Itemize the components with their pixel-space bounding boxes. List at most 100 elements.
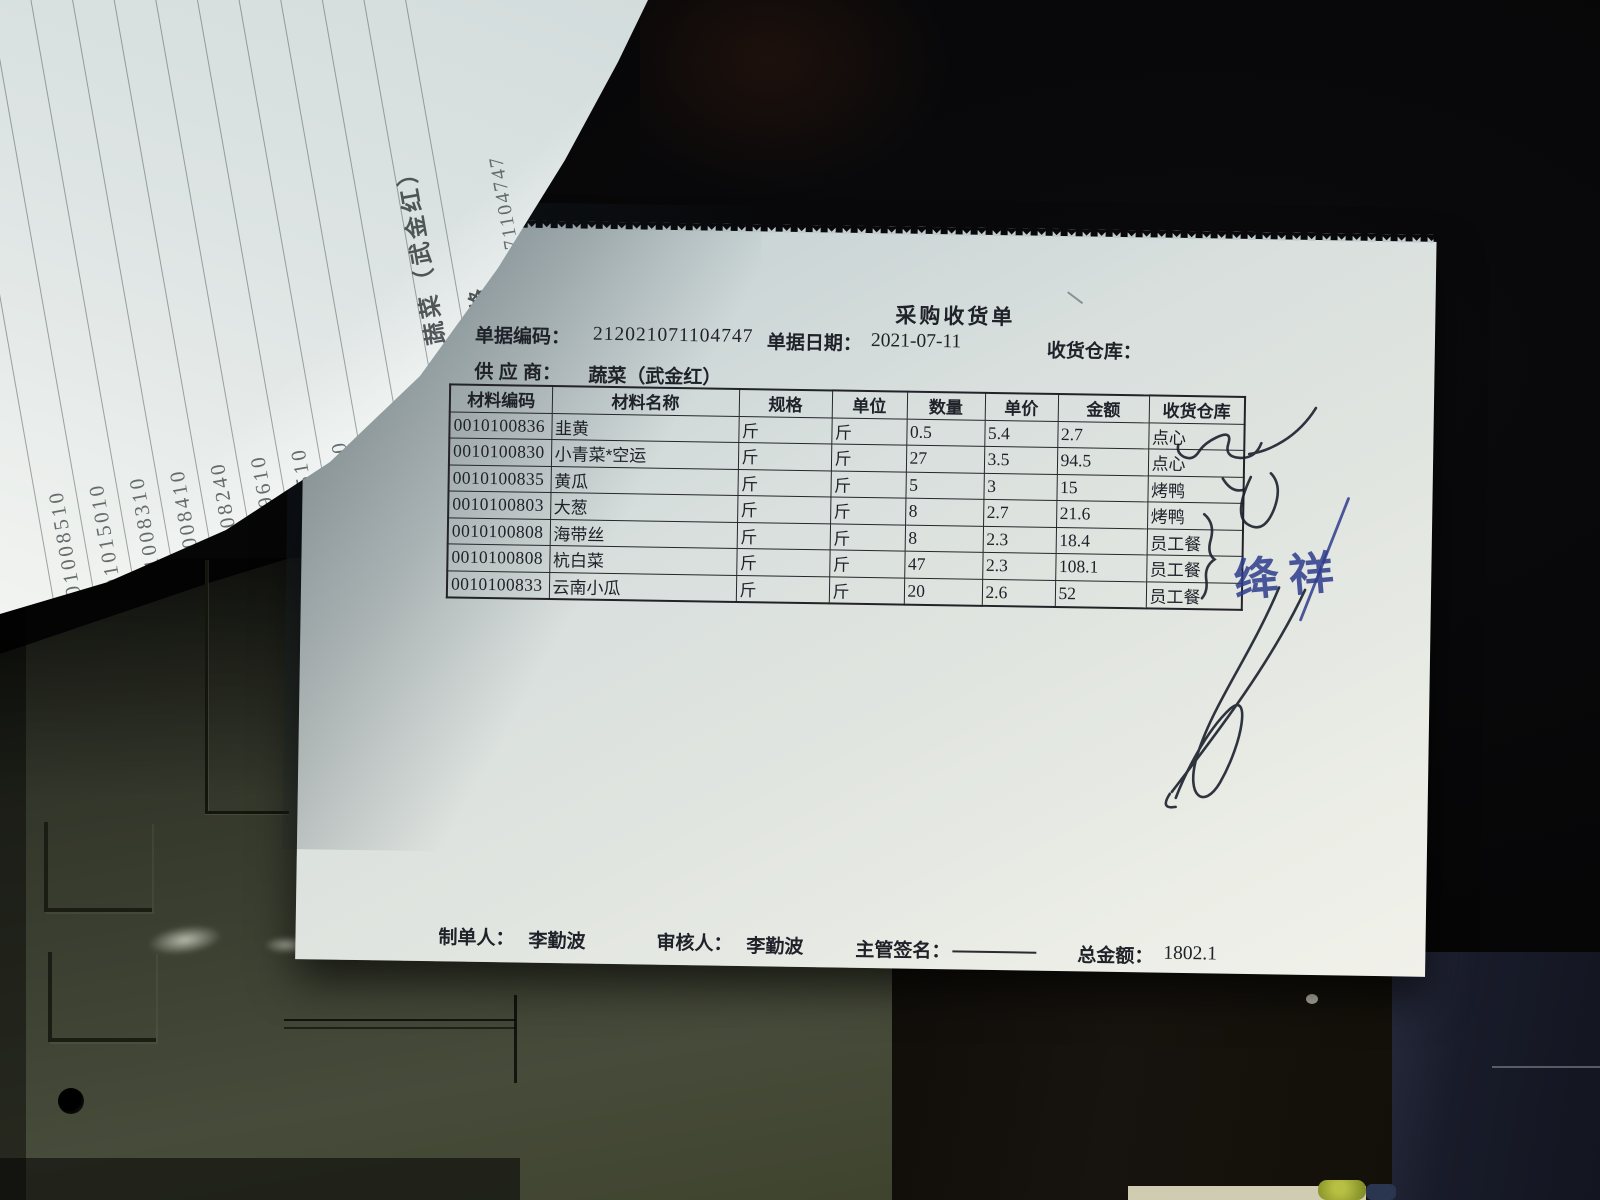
table-cell: 斤 — [829, 549, 905, 578]
large-flourish-signature — [1174, 586, 1281, 800]
col-header: 金额 — [1057, 393, 1150, 423]
table-cell: 大葱 — [550, 492, 738, 522]
groove-line — [514, 995, 517, 1083]
doc-date-value: 2021-07-11 — [870, 330, 962, 353]
table-cell: 0010100808 — [447, 517, 551, 546]
table-cell: 108.1 — [1055, 553, 1147, 582]
table-cell: 海带丝 — [549, 519, 738, 549]
total-value: 1802.1 — [1163, 942, 1218, 965]
table-cell: 斤 — [830, 443, 907, 472]
table-cell: 斤 — [830, 470, 906, 499]
receipt-paper: 采购收货单 单据编码： 212021071104747 单据日期： 2021-0… — [281, 198, 1437, 977]
table-cell: 5 — [905, 471, 984, 500]
table-cell: 斤 — [737, 495, 831, 524]
pen-scratch — [1067, 291, 1084, 305]
table-cell: 47 — [904, 551, 983, 579]
table-cell: 烤鸭 — [1147, 501, 1244, 530]
table-cell: 云南小瓜 — [548, 572, 737, 602]
total-label: 总金额： — [1077, 945, 1154, 968]
doc-date-label: 单据日期： — [766, 332, 863, 355]
table-cell: 0010100803 — [448, 490, 551, 520]
table-surface-bottom — [892, 950, 1397, 1200]
table-cell: 3.5 — [983, 446, 1058, 474]
table-cell: 52 — [1054, 579, 1147, 609]
doc-code-value: 212021071104747 — [592, 323, 754, 348]
blue-object — [1366, 1184, 1396, 1200]
table-cell: 斤 — [831, 417, 907, 446]
yellow-object — [1318, 1180, 1366, 1200]
table-cell: 员工餐 — [1146, 528, 1244, 557]
col-header: 收货仓库 — [1148, 395, 1246, 424]
table-cell: 点心 — [1147, 448, 1245, 477]
table-cell: 员工餐 — [1145, 581, 1243, 610]
doc-code-label: 单据编码： — [474, 325, 571, 349]
table-cell: 斤 — [829, 523, 906, 552]
table-cell: 小青菜*空运 — [550, 439, 739, 469]
groove-line — [205, 811, 289, 814]
shadow-edge — [0, 1158, 520, 1200]
l-shaped-groove — [48, 952, 156, 1042]
table-cell: 27 — [905, 445, 985, 473]
large-flourish-signature — [1170, 588, 1307, 794]
groove-line — [205, 560, 208, 814]
col-header: 单位 — [831, 390, 908, 419]
table-cell: 烤鸭 — [1147, 475, 1244, 504]
table-cell: 斤 — [736, 548, 830, 577]
surface-highlight-line — [1492, 1066, 1600, 1068]
table-cell: 斤 — [830, 496, 906, 525]
background-brown-tint — [640, 0, 1070, 240]
table-cell: 斤 — [736, 521, 831, 550]
maker-label: 制单人： — [438, 927, 515, 950]
handwritten-note: 绛祥 — [1231, 545, 1346, 607]
maker-value: 李勤波 — [528, 930, 586, 953]
table-cell: 斤 — [735, 574, 830, 604]
table-cell: 2.6 — [981, 578, 1056, 607]
auditor-label: 审核人： — [656, 932, 733, 955]
groove-line — [284, 1027, 516, 1029]
table-cell: 8 — [905, 498, 984, 526]
table-cell: 斤 — [737, 468, 831, 497]
table-cell: 斤 — [737, 442, 832, 471]
supplier-label: 供 应 商： — [474, 361, 562, 385]
col-header: 数量 — [906, 391, 986, 420]
table-cell: 杭白菜 — [549, 545, 737, 575]
table-cell: 0010100835 — [448, 464, 551, 493]
signature-blank-line — [952, 950, 1037, 954]
table-cell: 18.4 — [1055, 526, 1148, 555]
signature-loop — [1239, 472, 1280, 529]
table-cell: 员工餐 — [1146, 554, 1243, 583]
table-cell: 0010100833 — [446, 570, 550, 600]
col-header: 材料名称 — [551, 386, 740, 416]
dust-speck — [1306, 994, 1318, 1004]
table-cell: 8 — [904, 524, 984, 553]
table-cell: 斤 — [738, 415, 832, 444]
table-cell: 点心 — [1148, 422, 1245, 451]
table-cell: 3 — [983, 472, 1057, 501]
col-header: 单价 — [984, 392, 1059, 421]
table-cell: 2.3 — [982, 525, 1057, 554]
table-cell: 0010100830 — [448, 437, 552, 467]
floor-strip — [1128, 1186, 1366, 1200]
table-cell: 黄瓜 — [550, 466, 738, 496]
signature-scribble — [1247, 406, 1318, 456]
table-cell: 15 — [1056, 473, 1148, 502]
table-cell: 20 — [903, 577, 983, 606]
auditor-value: 李勤波 — [746, 936, 804, 959]
table-surface-navy — [1392, 952, 1600, 1200]
shadow-edge — [0, 558, 26, 1200]
table-cell: 5.4 — [984, 419, 1058, 448]
table-cell: 0.5 — [906, 418, 985, 447]
sign-label: 主管签名： — [855, 939, 951, 963]
surface-hole — [58, 1088, 84, 1114]
table-cell: 94.5 — [1056, 447, 1149, 476]
table-cell: 0010100836 — [449, 411, 552, 440]
table-cell: 2.7 — [1057, 420, 1149, 449]
items-table: 材料编码 材料名称 规格 单位 数量 单价 金额 收货仓库 0010100836… — [445, 383, 1247, 611]
col-header: 规格 — [738, 388, 833, 418]
l-shaped-groove — [44, 822, 152, 912]
table-cell: 2.3 — [982, 552, 1056, 580]
col-header: 材料编码 — [449, 384, 553, 414]
table-cell: 韭黄 — [551, 413, 739, 443]
table-cell: 2.7 — [983, 499, 1057, 527]
